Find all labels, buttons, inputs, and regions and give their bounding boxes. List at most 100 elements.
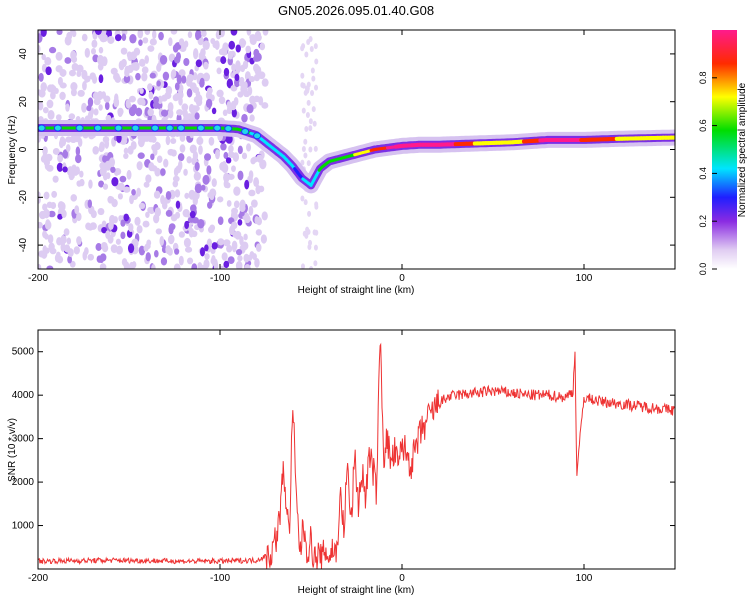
ridge-blob [176, 124, 185, 132]
noise-speck [188, 227, 195, 238]
noise-speck [155, 228, 162, 235]
noise-speck [100, 242, 108, 250]
noise-speck [57, 213, 63, 220]
noise-speck [165, 135, 171, 146]
noise-speck [41, 53, 46, 61]
noise-speck [74, 166, 80, 175]
noise-speck [136, 187, 141, 197]
noise-speck [139, 87, 144, 95]
snr-x-tick-label: -100 [210, 573, 230, 584]
noise-speck [235, 63, 242, 74]
noise-speck [71, 30, 77, 38]
noise-speck [70, 82, 78, 91]
noise-speck [61, 209, 67, 218]
noise-speck [202, 174, 210, 185]
noise-speck [55, 114, 62, 121]
noise-speck [248, 189, 256, 197]
noise-speck [84, 47, 90, 58]
noise-speck [175, 200, 181, 209]
snr-y-tick-label: 2000 [12, 477, 35, 488]
noise-speck [252, 253, 257, 261]
noise-speck [110, 166, 116, 173]
noise-speck [38, 221, 43, 229]
noise-speck [99, 263, 107, 269]
noise-speck [82, 80, 87, 91]
noise-speck [218, 96, 226, 105]
noise-speck [303, 199, 308, 206]
noise-speck [120, 231, 126, 240]
noise-speck [186, 78, 193, 87]
noise-speck [56, 162, 64, 172]
noise-speck [108, 157, 116, 168]
noise-speck [38, 195, 41, 204]
noise-speck [60, 234, 67, 245]
noise-speck [227, 256, 235, 265]
noise-speck [120, 47, 128, 55]
noise-speck [87, 199, 93, 209]
noise-speck [306, 228, 311, 235]
noise-speck [145, 174, 152, 184]
noise-speck [42, 203, 48, 211]
noise-speck [128, 95, 136, 103]
noise-speck [170, 30, 178, 35]
noise-speck [241, 241, 249, 251]
noise-speck [98, 180, 105, 188]
noise-speck [211, 107, 217, 115]
noise-speck [55, 65, 63, 73]
noise-speck [45, 153, 53, 162]
noise-speck [49, 247, 57, 255]
spectrogram-y-axis: -40 -20 0 20 40 [18, 48, 675, 252]
noise-speck [211, 242, 218, 250]
noise-speck [221, 252, 228, 261]
noise-speck [182, 41, 188, 49]
noise-speck [189, 144, 197, 154]
noise-speck [137, 30, 144, 39]
noise-speck [230, 100, 237, 111]
noise-speck [223, 260, 230, 269]
noise-speck [302, 230, 307, 237]
noise-speck [183, 57, 190, 67]
noise-speck [89, 72, 97, 80]
noise-speck [194, 112, 200, 120]
noise-speck [172, 44, 179, 53]
noise-speck [234, 73, 240, 82]
colorbar: 0.0 0.2 0.4 0.6 0.8 Normalized spectral ampl… [698, 30, 748, 275]
noise-speck [159, 55, 168, 65]
noise-speck [52, 148, 60, 155]
noise-speck [90, 47, 97, 55]
noise-speck [42, 230, 48, 239]
noise-speck [312, 229, 317, 236]
noise-speck [239, 199, 246, 209]
noise-speck [121, 258, 128, 267]
noise-speck [213, 261, 219, 269]
noise-speck [301, 43, 306, 50]
noise-speck [154, 250, 159, 258]
noise-speck [43, 208, 50, 219]
noise-speck [98, 46, 104, 54]
noise-speck [127, 64, 134, 74]
noise-speck [101, 226, 107, 234]
noise-speck [76, 64, 84, 73]
noise-speck [202, 72, 211, 82]
noise-speck [220, 56, 227, 65]
noise-speck [57, 154, 64, 163]
noise-speck [237, 255, 243, 262]
noise-speck [232, 243, 237, 253]
noise-speck [314, 201, 319, 208]
noise-speck [123, 186, 131, 193]
noise-speck [217, 238, 225, 246]
noise-speck [174, 56, 181, 64]
noise-speck [167, 102, 174, 112]
noise-speck [200, 30, 207, 38]
noise-speck [128, 106, 136, 117]
noise-speck [117, 193, 123, 200]
noise-speck [211, 178, 217, 188]
noise-speck [156, 80, 161, 87]
noise-speck [111, 177, 119, 187]
noise-speck [247, 86, 253, 96]
noise-speck [182, 208, 190, 218]
noise-speck [123, 147, 129, 154]
noise-speck [98, 74, 104, 84]
noise-speck [255, 154, 263, 163]
colorbar-tick-label: 0.0 [698, 263, 708, 276]
